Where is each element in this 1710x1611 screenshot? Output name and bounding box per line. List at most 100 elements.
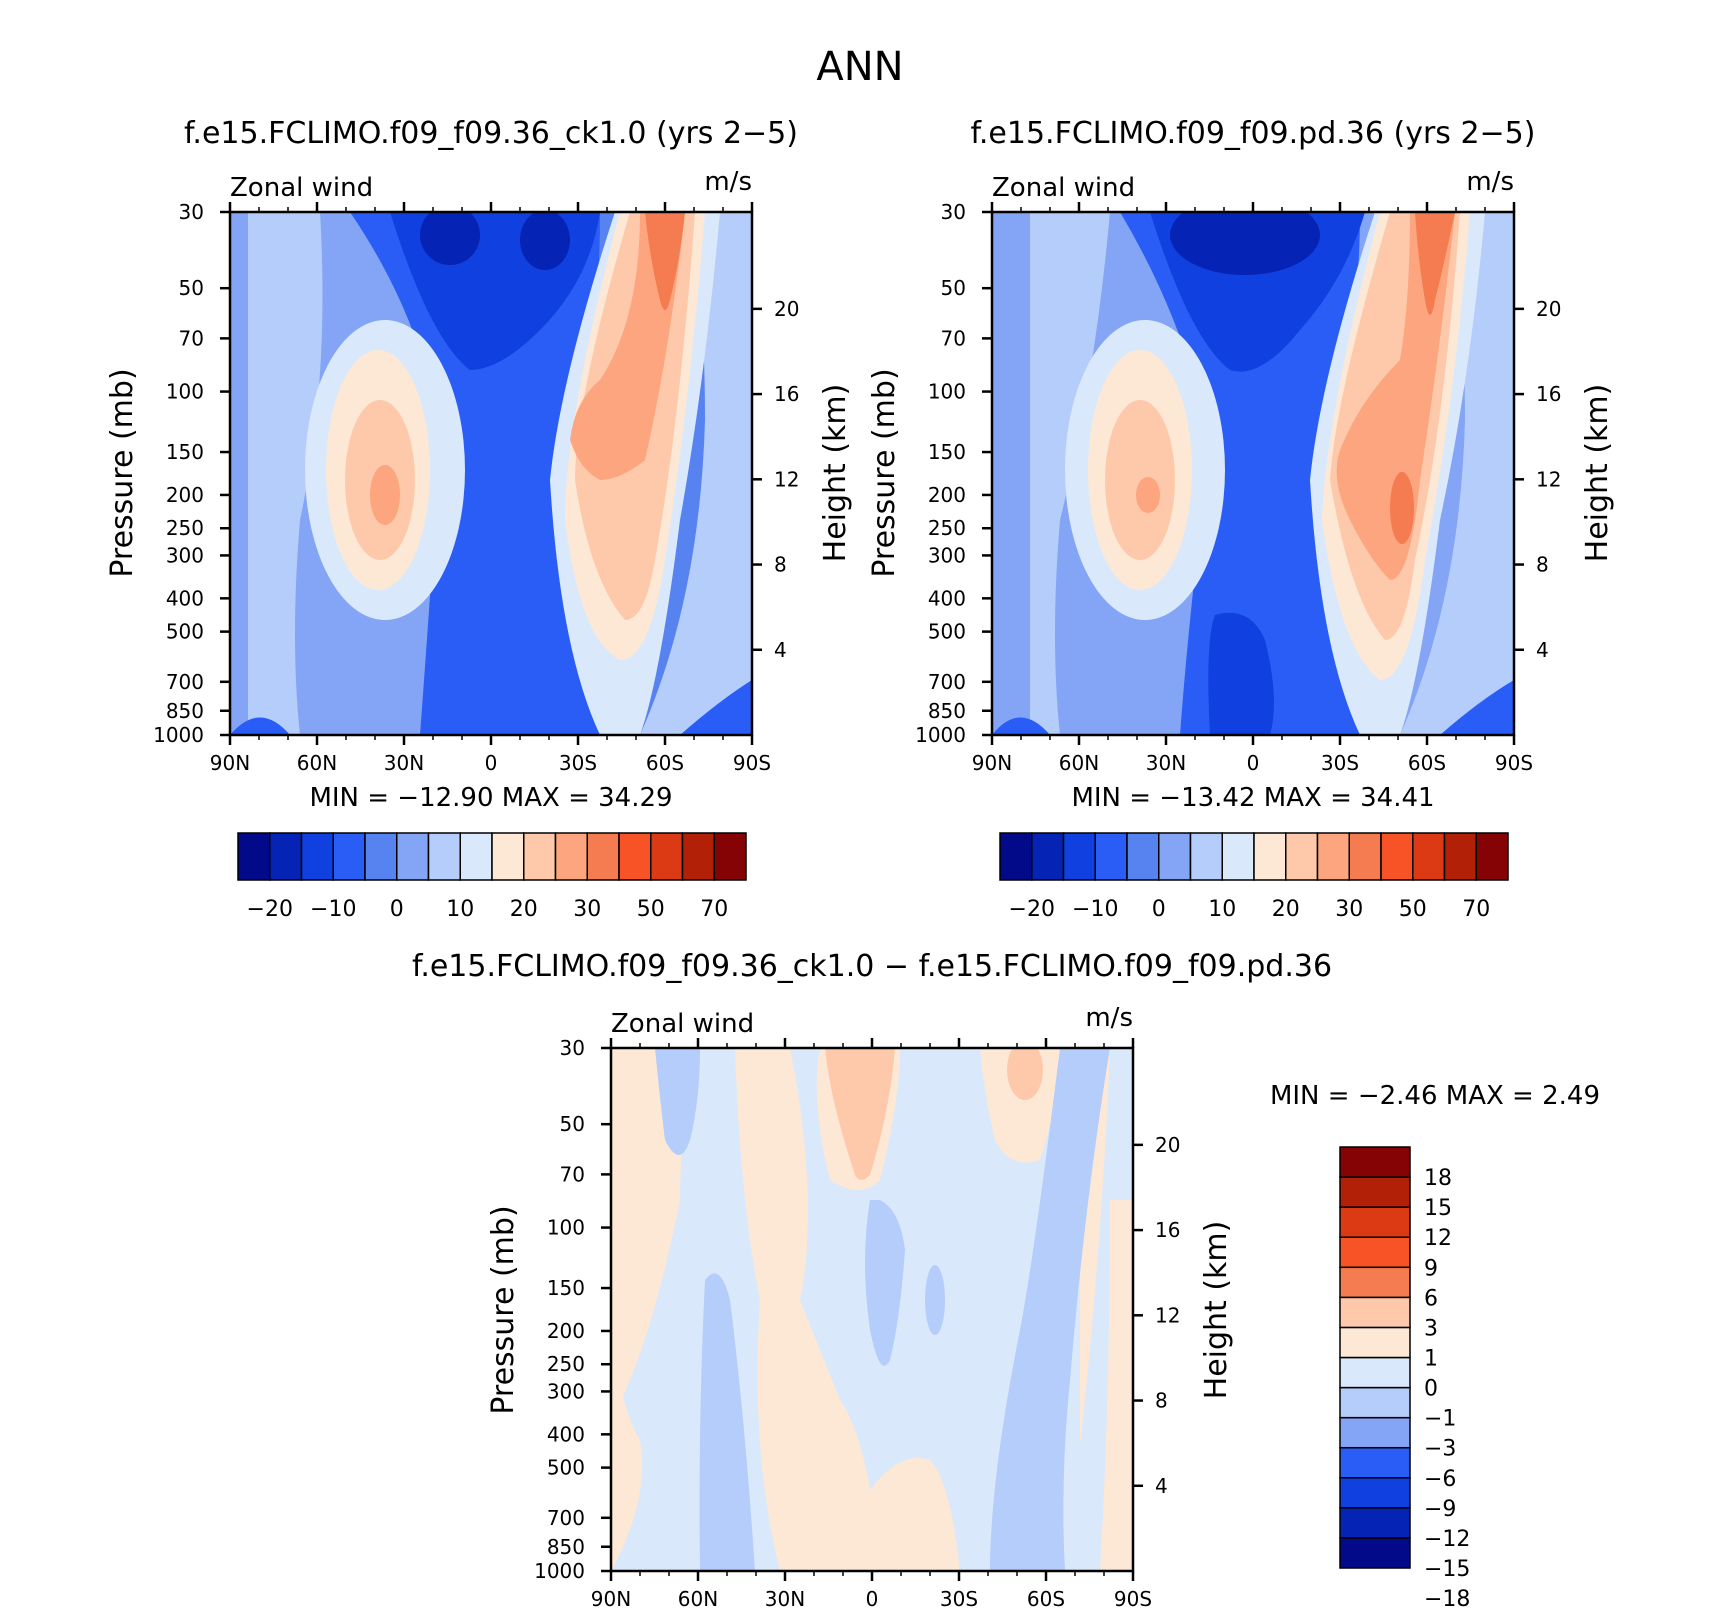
- panel-3-contour-north-top-negative: [655, 1048, 700, 1155]
- colorbar-swatch: [1316, 832, 1350, 881]
- y-tick-label: 300: [166, 543, 204, 567]
- y-tick-label: 200: [547, 1319, 585, 1343]
- colorbar-swatch: [1221, 832, 1255, 881]
- colorbar-swatch: [1339, 1296, 1411, 1329]
- colorbar-tick-label: 70: [1462, 897, 1490, 922]
- colorbar-swatch: [1339, 1507, 1411, 1539]
- panel-1-ylabel: Pressure (mb): [105, 368, 140, 577]
- colorbar-swatch: [1339, 1266, 1411, 1299]
- colorbar-tick-label: 0: [390, 897, 404, 922]
- x-tick-label: 30S: [1321, 751, 1359, 775]
- y-tick-label: 200: [928, 483, 966, 507]
- panel-2-title: f.e15.FCLIMO.f09_f09.pd.36 (yrs 2−5): [971, 116, 1536, 151]
- colorbar-tick-label: 0: [1424, 1377, 1438, 1402]
- colorbar-tick-label: 12: [1424, 1226, 1452, 1251]
- y-tick-label: 100: [166, 380, 204, 404]
- y-tick-label: 400: [928, 586, 966, 610]
- y-tick-label: 300: [547, 1379, 585, 1403]
- y-tick-label: 150: [166, 440, 204, 464]
- colorbar-swatch: [1094, 832, 1128, 881]
- y2-tick-label: 12: [774, 467, 799, 491]
- colorbar-tick-label: −9: [1424, 1497, 1456, 1522]
- panel-2-xaxis: 90N 60N 30N 0 30S 60S 90S: [972, 202, 1533, 775]
- y-tick-label: 700: [166, 670, 204, 694]
- x-tick-label: 60S: [646, 751, 684, 775]
- colorbar-swatch: [713, 832, 747, 881]
- panel-1-contour-north-light: [248, 212, 323, 735]
- panel-1-contour-south-lower: [610, 212, 752, 735]
- y-tick-label: 50: [941, 276, 966, 300]
- y2-tick-label: 16: [1155, 1218, 1180, 1242]
- colorbar-swatch: [1339, 1206, 1411, 1238]
- panel-3-xaxis: 90N 60N 30N 0 30S 60S 90S: [591, 1038, 1152, 1611]
- colorbar-swatch: [364, 832, 398, 881]
- y-tick-label: 70: [179, 326, 204, 350]
- colorbar-swatch: [618, 832, 652, 881]
- panel-2-contour-surface-lobes: [992, 680, 1514, 735]
- colorbar-swatch: [300, 832, 334, 881]
- panel-2-axes: 90N 60N 30N 0 30S 60S 90S 30507010015020025030…: [915, 200, 1561, 775]
- x-tick-label: 90N: [210, 751, 250, 775]
- panel-2-contour-south-lower: [1370, 212, 1514, 735]
- colorbar-swatch: [1158, 832, 1192, 881]
- panel-3-variable-label: Zonal wind: [611, 1009, 754, 1039]
- colorbar-swatch: [1126, 832, 1160, 881]
- colorbar-tick-label: 0: [1152, 897, 1166, 922]
- colorbar-tick-label: 50: [1399, 897, 1427, 922]
- y-tick-label: 30: [941, 200, 966, 224]
- panel-3-contour-center-negative-cell: [865, 1200, 905, 1366]
- y-tick-label: 50: [560, 1112, 585, 1136]
- colorbar-tick-label: 15: [1424, 1196, 1452, 1221]
- x-tick-label: 90N: [972, 751, 1012, 775]
- panel-3-contour-center-positive-core: [825, 1048, 895, 1180]
- panel-1-contour-central-jet: [350, 212, 600, 735]
- y2-tick-label: 8: [1155, 1389, 1168, 1413]
- colorbar-swatch: [586, 832, 620, 881]
- y-tick-label: 70: [560, 1162, 585, 1186]
- x-tick-label: 30N: [1146, 751, 1186, 775]
- y-tick-label: 1000: [153, 723, 204, 747]
- panel-2-contour-south-jet-max: [1415, 212, 1455, 315]
- colorbar-swatch: [269, 832, 303, 881]
- x-tick-label: 0: [485, 751, 498, 775]
- panel-1-units-label: m/s: [704, 167, 752, 197]
- panel-3-axes: 90N 60N 30N 0 30S 60S 90S 30507010015020025030…: [534, 1036, 1180, 1611]
- colorbar-swatch: [1475, 832, 1509, 881]
- colorbar-tick-label: 30: [573, 897, 601, 922]
- panel-3-units-label: m/s: [1085, 1003, 1133, 1033]
- y2-tick-label: 4: [1536, 638, 1549, 662]
- panel-1: f.e15.FCLIMO.f09_f09.36_ck1.0 (yrs 2−5) …: [105, 116, 853, 922]
- y-tick-label: 1000: [534, 1559, 585, 1583]
- panel-3-contour-south-band-negative: [990, 1048, 1110, 1571]
- colorbar-swatch: [1339, 1416, 1411, 1449]
- y-tick-label: 50: [179, 276, 204, 300]
- y-tick-label: 400: [547, 1422, 585, 1446]
- panel-2-units-label: m/s: [1466, 167, 1514, 197]
- panel-1-axes: 90N 60N 30N 0 30S 60S 90S 30507010015020025030…: [153, 200, 799, 775]
- y2-tick-label: 20: [774, 297, 799, 321]
- y2-tick-label: 20: [1155, 1133, 1180, 1157]
- x-tick-label: 30S: [940, 1587, 978, 1611]
- y2-tick-label: 4: [1155, 1474, 1168, 1498]
- x-tick-label: 0: [866, 1587, 879, 1611]
- y-tick-label: 150: [928, 440, 966, 464]
- y-tick-label: 250: [547, 1352, 585, 1376]
- colorbar-swatch: [396, 832, 430, 881]
- colorbar-swatch: [999, 832, 1033, 881]
- x-tick-label: 60N: [678, 1587, 718, 1611]
- panel-3-y2axis: 4 8 12 16 20: [1133, 1133, 1180, 1498]
- y2-tick-label: 8: [774, 553, 787, 577]
- panel-3-plot-area: [611, 1048, 1133, 1571]
- y2-tick-label: 4: [774, 638, 787, 662]
- y-tick-label: 30: [179, 200, 204, 224]
- x-tick-label: 90S: [1495, 751, 1533, 775]
- panel-2-contour-central-jet: [1120, 212, 1360, 735]
- panel-3-colorbar: 18 15 12 9 6 3 1 0 −1 −3 −6 −9 −12 −15 −18: [1339, 1146, 1470, 1611]
- y2-tick-label: 20: [1536, 297, 1561, 321]
- y-tick-label: 200: [166, 483, 204, 507]
- x-tick-label: 60S: [1027, 1587, 1065, 1611]
- panel-1-xaxis: 90N 60N 30N 0 30S 60S 90S: [210, 202, 771, 775]
